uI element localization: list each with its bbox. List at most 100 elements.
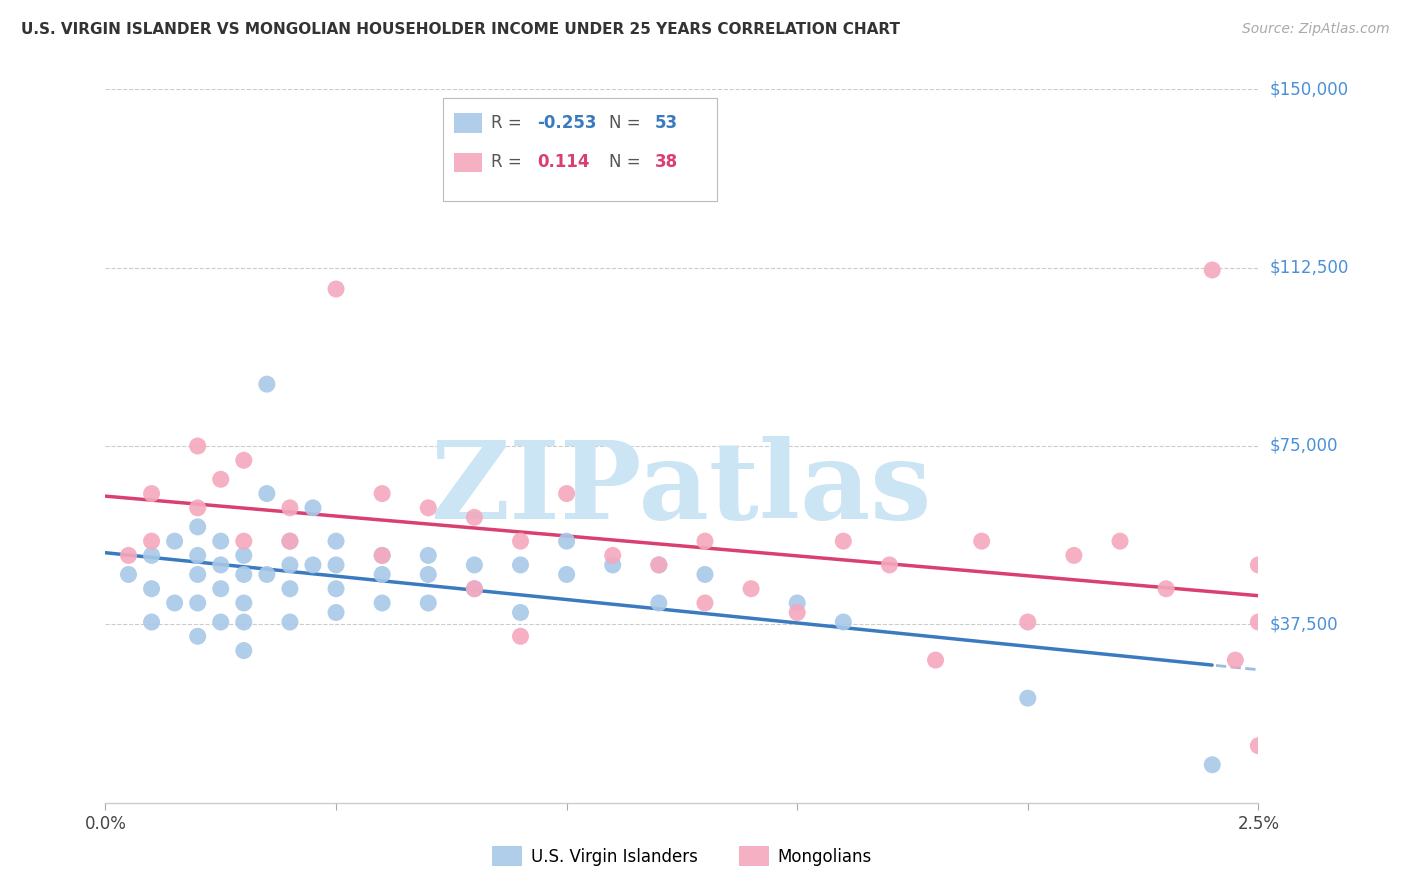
Point (924, 653, 946, 667)
Point (1154, 582, 1177, 596)
Point (325, 582, 347, 596)
Point (141, 549, 163, 563)
Point (509, 606, 531, 620)
Point (418, 549, 440, 563)
Point (278, 534, 301, 549)
Point (832, 615, 855, 629)
Point (232, 453, 254, 467)
Point (187, 567, 209, 582)
Point (278, 534, 301, 549)
Point (648, 596, 671, 610)
Point (256, 486, 278, 500)
Point (602, 558, 624, 572)
Point (602, 549, 624, 563)
Text: 0.114: 0.114 (537, 153, 589, 171)
Point (187, 520, 209, 534)
Point (141, 486, 163, 500)
Point (325, 534, 347, 549)
Point (187, 439, 209, 453)
Point (141, 615, 163, 629)
Point (278, 582, 301, 596)
Point (325, 282, 347, 296)
Text: N =: N = (609, 153, 645, 171)
Point (209, 582, 232, 596)
Point (187, 629, 209, 643)
Point (209, 558, 232, 572)
Point (463, 558, 485, 572)
Point (325, 558, 347, 572)
Point (1109, 534, 1132, 549)
Point (187, 596, 209, 610)
Point (209, 615, 232, 629)
Point (163, 596, 186, 610)
Text: $112,500: $112,500 (1270, 259, 1348, 277)
Point (693, 534, 716, 549)
Point (1225, 653, 1247, 667)
Point (418, 500, 440, 515)
Point (232, 596, 254, 610)
Text: R =: R = (491, 153, 527, 171)
Point (1017, 691, 1039, 706)
Point (278, 558, 301, 572)
Point (256, 567, 278, 582)
Point (786, 596, 808, 610)
Point (555, 486, 578, 500)
Point (1017, 615, 1039, 629)
Point (371, 549, 394, 563)
Point (1201, 757, 1223, 772)
Text: $37,500: $37,500 (1270, 615, 1339, 633)
Point (509, 558, 531, 572)
Text: U.S. VIRGIN ISLANDER VS MONGOLIAN HOUSEHOLDER INCOME UNDER 25 YEARS CORRELATION : U.S. VIRGIN ISLANDER VS MONGOLIAN HOUSEH… (21, 22, 900, 37)
Point (509, 534, 531, 549)
Text: $150,000: $150,000 (1270, 80, 1348, 98)
Point (187, 500, 209, 515)
Point (278, 615, 301, 629)
Point (1247, 558, 1270, 572)
Point (1247, 615, 1270, 629)
Point (325, 606, 347, 620)
Point (463, 582, 485, 596)
Point (418, 567, 440, 582)
Legend: U.S. Virgin Islanders, Mongolians: U.S. Virgin Islanders, Mongolians (485, 839, 879, 873)
Text: N =: N = (609, 114, 645, 132)
Point (1247, 739, 1270, 753)
Point (187, 549, 209, 563)
Point (209, 534, 232, 549)
Point (463, 582, 485, 596)
Point (879, 558, 901, 572)
Point (232, 615, 254, 629)
Point (371, 549, 394, 563)
Point (256, 377, 278, 392)
Point (371, 567, 394, 582)
Point (117, 567, 139, 582)
Point (209, 472, 232, 486)
Point (648, 558, 671, 572)
Text: -0.253: -0.253 (537, 114, 596, 132)
Point (786, 606, 808, 620)
Point (141, 582, 163, 596)
Point (302, 500, 325, 515)
Point (1063, 549, 1085, 563)
Point (371, 486, 394, 500)
Point (740, 582, 762, 596)
Point (418, 596, 440, 610)
Point (555, 567, 578, 582)
Point (117, 549, 139, 563)
Text: 53: 53 (655, 114, 678, 132)
Point (232, 567, 254, 582)
Point (693, 567, 716, 582)
Text: ZIPatlas: ZIPatlas (432, 436, 932, 541)
Point (232, 643, 254, 657)
Point (232, 549, 254, 563)
Point (1201, 263, 1223, 277)
Text: Source: ZipAtlas.com: Source: ZipAtlas.com (1241, 22, 1389, 37)
Point (163, 534, 186, 549)
Point (648, 558, 671, 572)
Text: 38: 38 (655, 153, 678, 171)
Point (693, 596, 716, 610)
Point (141, 534, 163, 549)
Point (302, 558, 325, 572)
Point (832, 534, 855, 549)
Point (509, 629, 531, 643)
Point (371, 596, 394, 610)
